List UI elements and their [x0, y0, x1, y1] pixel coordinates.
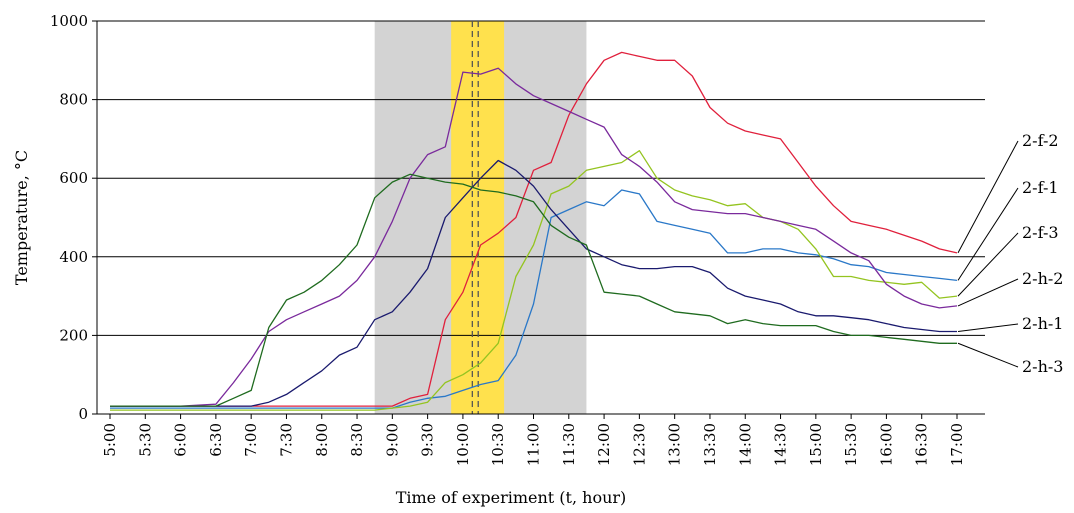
- x-tick-label: 9:00: [383, 423, 401, 457]
- y-tick-label: 1000: [50, 12, 88, 30]
- axes: [92, 20, 985, 419]
- leader-2-h-1: [957, 323, 1019, 332]
- series-line-2-h-2: [110, 67, 958, 407]
- legend-label-2-f-2: 2-f-2: [1022, 131, 1059, 150]
- series-line-2-h-3: [110, 173, 957, 407]
- x-tick-label: 10:00: [454, 423, 472, 466]
- y-tick-label: 200: [59, 326, 88, 344]
- x-tick-label: 17:00: [948, 423, 966, 466]
- x-tick-label: 14:30: [772, 423, 790, 466]
- x-axis-title: Time of experiment (t, hour): [396, 488, 627, 507]
- series-lines: [110, 51, 958, 411]
- x-tick-label: 15:30: [842, 423, 860, 466]
- x-tick-label: 7:00: [242, 423, 260, 457]
- x-tick-label: 16:30: [913, 423, 931, 466]
- shaded-bands: [374, 21, 587, 414]
- series-legend: 2-f-2 2-f-1 2-f-3 2-h-2 2-h-1 2-h-3: [1022, 131, 1063, 376]
- x-tick-label: 10:30: [489, 423, 507, 466]
- x-tick-label: 16:00: [877, 423, 895, 466]
- x-tick-label: 13:30: [701, 423, 719, 466]
- y-tick-label: 0: [78, 405, 88, 423]
- series-line-2-f-1: [110, 189, 958, 409]
- leader-2-h-3: [957, 342, 1019, 368]
- x-tick-label: 5:00: [101, 423, 119, 457]
- leader-2-h-2: [957, 278, 1019, 307]
- leader-2-f-1: [957, 187, 1019, 281]
- series-line-2-h-1: [110, 159, 957, 407]
- series-line-2-f-3: [110, 150, 958, 411]
- legend-label-2-h-1: 2-h-1: [1022, 314, 1063, 333]
- x-tick-label: 7:30: [277, 423, 295, 457]
- leader-2-f-3: [957, 232, 1019, 297]
- series-line-2-f-2: [110, 51, 958, 407]
- x-tick-label: 6:00: [172, 423, 190, 457]
- x-tick-label: 5:30: [136, 423, 154, 457]
- x-tick-label: 11:30: [560, 423, 578, 466]
- y-tick-label: 800: [59, 91, 88, 109]
- x-tick-label: 8:30: [348, 423, 366, 457]
- legend-label-2-h-2: 2-h-2: [1022, 269, 1063, 288]
- x-tick-label: 9:30: [419, 423, 437, 457]
- dashed-markers: [471, 21, 479, 414]
- x-tick-label: 12:30: [630, 423, 648, 466]
- legend-label-2-h-3: 2-h-3: [1022, 357, 1063, 376]
- x-tick-label: 11:00: [525, 423, 543, 466]
- x-tick-label: 12:00: [595, 423, 613, 466]
- y-tick-labels: 0 200 400 600 800 1000: [50, 12, 88, 423]
- legend-leaders: [957, 140, 1019, 368]
- x-tick-label: 14:00: [736, 423, 754, 466]
- x-tick-label: 8:00: [313, 423, 331, 457]
- legend-label-2-f-1: 2-f-1: [1022, 178, 1059, 197]
- leader-2-f-2: [957, 140, 1019, 254]
- y-axis-title: Temperature, °C: [12, 150, 31, 285]
- legend-label-2-f-3: 2-f-3: [1022, 223, 1059, 242]
- y-tick-label: 600: [59, 169, 88, 187]
- x-tick-labels: 5:00 5:30 6:00 6:30 7:00 7:30 8:00 8:30 9:00 9:30…: [101, 423, 966, 466]
- y-tick-label: 400: [59, 248, 88, 266]
- x-tick-label: 6:30: [207, 423, 225, 457]
- x-tick-label: 13:00: [666, 423, 684, 466]
- x-tick-label: 15:00: [807, 423, 825, 466]
